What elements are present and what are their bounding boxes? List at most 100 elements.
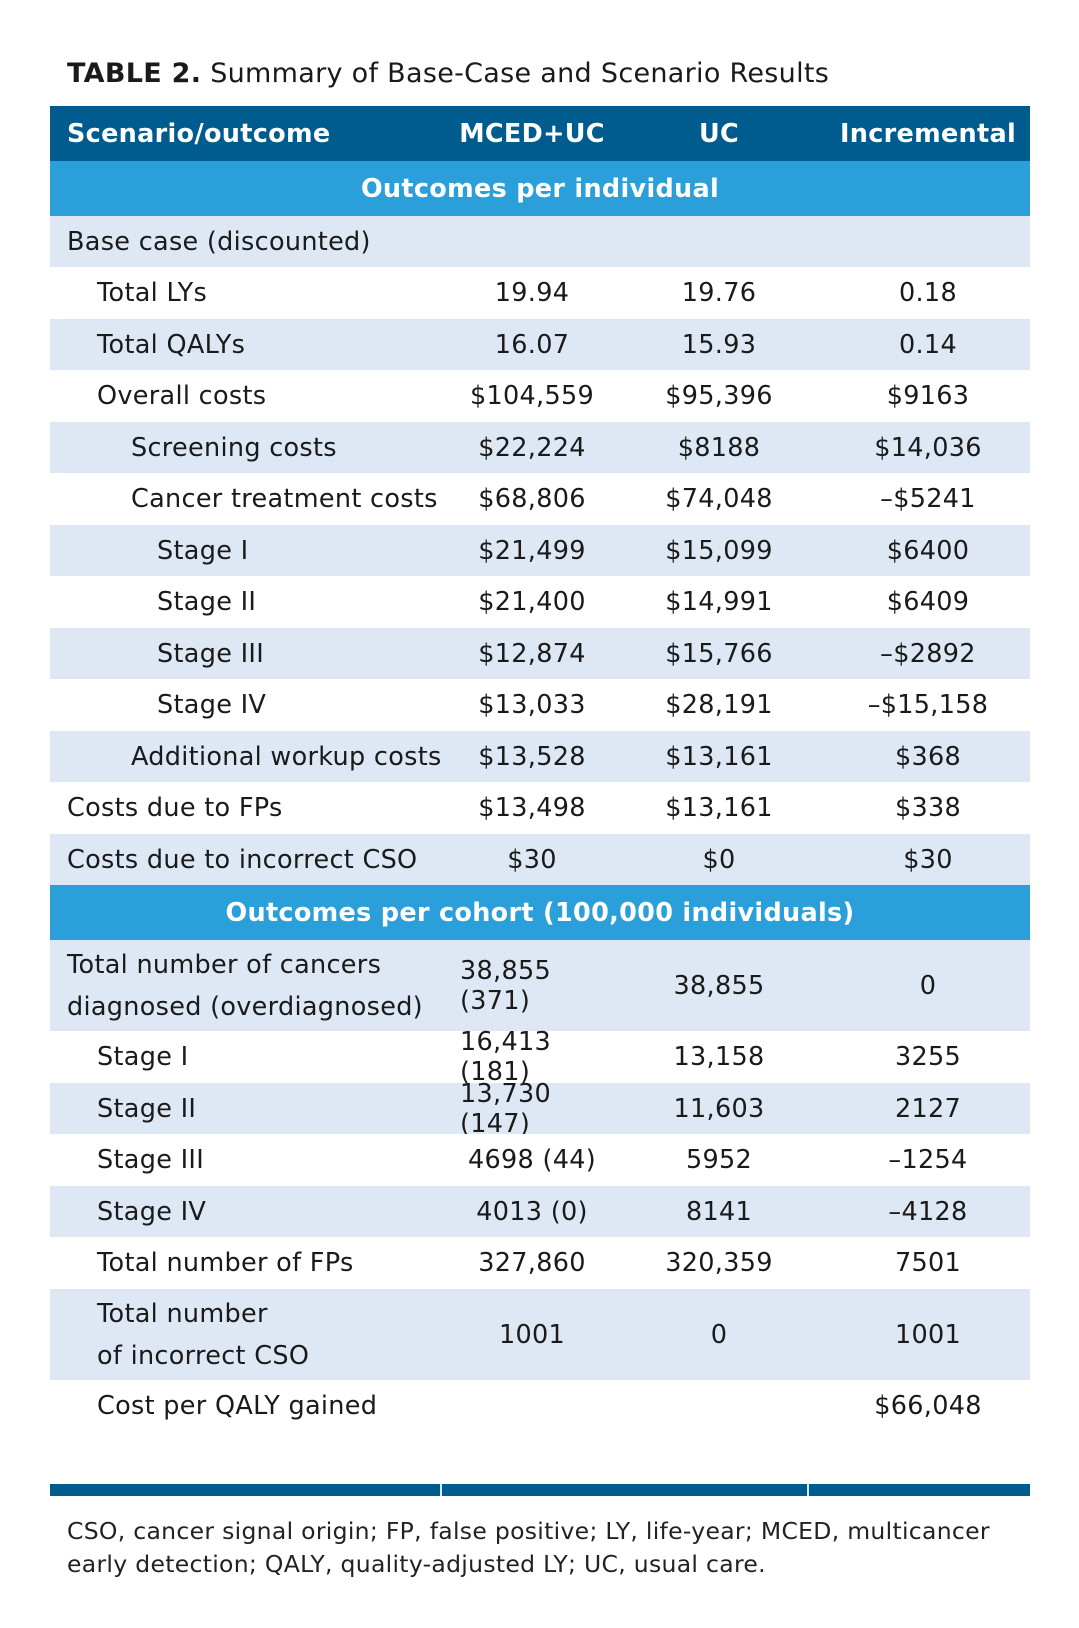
- uc-value: 11,603: [673, 1093, 765, 1124]
- row-label: Total LYs: [97, 278, 208, 308]
- per-cohort-rows: Total number of cancers diagnosed (overd…: [50, 940, 1030, 1432]
- table-row: Costs due to FPs $13,498 $13,161 $338: [50, 782, 1030, 834]
- incremental-value: 3255: [894, 1042, 962, 1072]
- column-divider: [440, 1484, 442, 1496]
- uc-value: $74,048: [665, 484, 773, 514]
- mced-uc-value: $30: [507, 844, 557, 875]
- incremental-value: $6409: [886, 587, 970, 617]
- table-row: Costs due to incorrect CSO $30 $0 $30: [50, 834, 1030, 885]
- incremental-value: 2127: [894, 1093, 962, 1124]
- column-header-scenario: Scenario/outcome: [67, 118, 331, 149]
- row-label: Stage II: [157, 587, 257, 617]
- section-header-per-individual: Outcomes per individual: [50, 161, 1030, 216]
- incremental-value: $14,036: [874, 432, 982, 463]
- table-header-row: Scenario/outcome MCED+UC UC Incremental: [50, 106, 1030, 161]
- table-row: Stage I $21,499 $15,099 $6400: [50, 525, 1030, 576]
- mced-uc-value: 13,730 (147): [460, 1078, 552, 1139]
- uc-value: $14,991: [665, 587, 773, 617]
- row-label: Total QALYs: [97, 329, 246, 360]
- incremental-value: –$5241: [880, 484, 976, 514]
- uc-value: 19.76: [681, 278, 757, 308]
- mced-uc-value: $13,528: [478, 741, 586, 772]
- mced-uc-value: $21,499: [478, 535, 586, 566]
- table-row: Base case (discounted): [50, 216, 1030, 267]
- uc-value: 15.93: [681, 329, 757, 360]
- mced-uc-value: 1001: [498, 1319, 566, 1350]
- incremental-value: –1254: [888, 1145, 968, 1175]
- row-label: Stage I: [97, 1042, 189, 1072]
- mced-uc-value: 4698 (44): [467, 1145, 597, 1175]
- table-bottom-rule: [50, 1484, 1030, 1496]
- table-row: Total number of cancers diagnosed (overd…: [50, 940, 1030, 1031]
- table-row: Total QALYs 16.07 15.93 0.14: [50, 319, 1030, 370]
- row-label: Cost per QALY gained: [97, 1391, 378, 1421]
- mced-uc-value: [460, 1380, 604, 1432]
- row-label: Overall costs: [97, 381, 267, 411]
- uc-value: 0: [710, 1319, 728, 1350]
- uc-value: $13,161: [665, 793, 773, 823]
- mced-uc-value: 4013 (0): [476, 1196, 588, 1227]
- column-header-uc: UC: [698, 118, 740, 149]
- row-label: Costs due to FPs: [67, 793, 283, 823]
- section-title: Outcomes per individual: [360, 173, 720, 204]
- row-label: Stage I: [157, 535, 249, 566]
- row-label: Stage IV: [97, 1196, 207, 1227]
- table-footnote: CSO, cancer signal origin; FP, false pos…: [67, 1517, 990, 1578]
- mced-uc-value: $22,224: [478, 432, 586, 463]
- table-row: Cost per QALY gained $66,048: [50, 1380, 1030, 1432]
- incremental-value: 7501: [894, 1248, 962, 1278]
- column-header-mced-uc: MCED+UC: [459, 118, 605, 149]
- incremental-value: 0: [919, 970, 937, 1001]
- uc-value: 320,359: [665, 1248, 773, 1278]
- uc-value: 8141: [685, 1196, 753, 1227]
- row-label: Stage IV: [157, 690, 267, 720]
- incremental-value: 0.18: [899, 278, 957, 308]
- row-label: Total number of FPs: [97, 1248, 354, 1278]
- incremental-value: –$2892: [880, 638, 976, 669]
- row-label: Screening costs: [131, 432, 337, 463]
- table-row: Stage III 4698 (44) 5952 –1254: [50, 1134, 1030, 1186]
- uc-value: [644, 216, 794, 267]
- uc-value: $28,191: [665, 690, 773, 720]
- incremental-value: 1001: [894, 1319, 962, 1350]
- table-row: Total number of FPs 327,860 320,359 7501: [50, 1237, 1030, 1289]
- table-row: Stage I 16,413 (181) 13,158 3255: [50, 1027, 1030, 1087]
- uc-value: $15,099: [665, 535, 773, 566]
- table-row: Stage IV $13,033 $28,191 –$15,158: [50, 679, 1030, 731]
- mced-uc-value: 38,855 (371): [460, 955, 552, 1016]
- uc-value: 38,855: [673, 970, 765, 1001]
- uc-value: $15,766: [665, 638, 773, 669]
- row-label: Cancer treatment costs: [131, 484, 438, 514]
- incremental-value: –4128: [888, 1196, 968, 1227]
- table-row: Stage II $21,400 $14,991 $6409: [50, 576, 1030, 628]
- mced-uc-value: 16.07: [494, 329, 570, 360]
- table-title: TABLE 2. Summary of Base-Case and Scenar…: [67, 58, 829, 89]
- table-row: Total number of incorrect CSO 1001 0 1001: [50, 1289, 1030, 1380]
- incremental-value: $338: [894, 793, 962, 823]
- table-row: Overall costs $104,559 $95,396 $9163: [50, 370, 1030, 422]
- table-row: Screening costs $22,224 $8188 $14,036: [50, 422, 1030, 473]
- table-number: TABLE 2.: [67, 58, 202, 89]
- column-header-incremental: Incremental: [839, 118, 1017, 149]
- incremental-value: –$15,158: [867, 690, 989, 720]
- row-label: Additional workup costs: [131, 741, 442, 772]
- section-title: Outcomes per cohort (100,000 individuals…: [225, 897, 855, 928]
- uc-value: [644, 1380, 794, 1432]
- row-label: Costs due to incorrect CSO: [67, 844, 418, 875]
- row-label: Stage II: [97, 1093, 197, 1124]
- uc-value: $0: [702, 844, 736, 875]
- section-header-per-cohort: Outcomes per cohort (100,000 individuals…: [50, 885, 1030, 940]
- table-row: Additional workup costs $13,528 $13,161 $36…: [50, 731, 1030, 782]
- uc-value: $13,161: [665, 741, 773, 772]
- incremental-value: [826, 216, 1030, 267]
- mced-uc-value: $13,498: [478, 793, 586, 823]
- row-label: Base case (discounted): [67, 226, 371, 257]
- row-label: Stage III: [97, 1145, 205, 1175]
- table-caption: Summary of Base-Case and Scenario Result…: [210, 58, 830, 89]
- incremental-value: $6400: [886, 535, 970, 566]
- mced-uc-value: $12,874: [478, 638, 586, 669]
- row-label: Stage III: [157, 638, 265, 669]
- incremental-value: $66,048: [874, 1391, 982, 1421]
- uc-value: $95,396: [665, 381, 773, 411]
- mced-uc-value: 19.94: [494, 278, 570, 308]
